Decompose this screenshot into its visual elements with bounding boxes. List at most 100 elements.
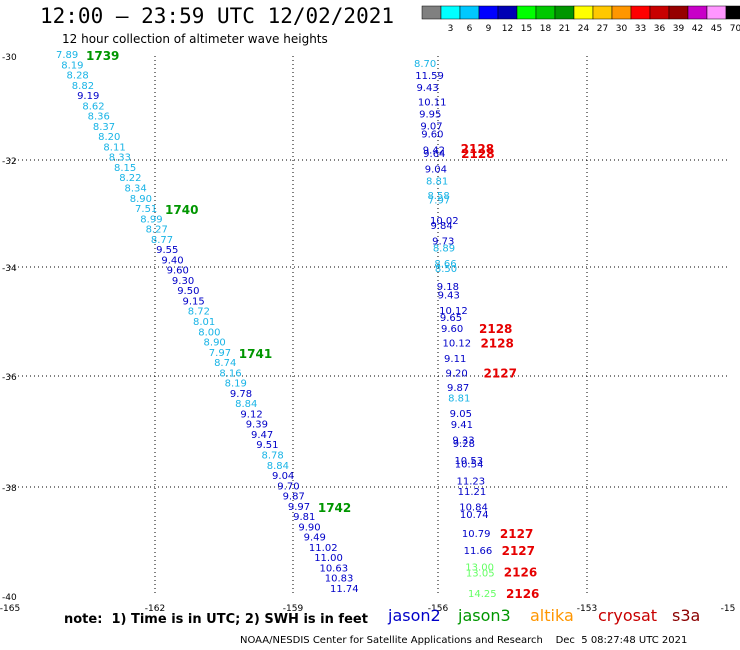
swh-reading: 8.77: [151, 235, 173, 246]
lon-label: -165: [0, 604, 20, 614]
swh-reading: 9.05: [450, 409, 472, 420]
swh-reading: 8.66: [434, 259, 456, 270]
swh-reading: 8.90: [204, 338, 226, 349]
colorbar-tick: 45: [711, 24, 722, 34]
swh-reading: 8.70: [414, 59, 436, 70]
swh-reading: 9.87: [447, 383, 469, 394]
swh-reading: 10.11: [418, 97, 447, 108]
swh-reading: 9.12: [240, 409, 262, 420]
swh-reading: 9.42: [423, 145, 445, 156]
lat-label: -40: [2, 593, 17, 603]
pass-number: 2126: [504, 565, 537, 579]
swh-reading: 9.78: [230, 389, 252, 400]
colorbar-swatch: [516, 5, 537, 20]
swh-reading: 9.15: [182, 296, 204, 307]
colorbar-swatch: [421, 5, 442, 20]
swh-reading: 8.19: [225, 379, 247, 390]
lon-label: -153: [577, 604, 597, 614]
swh-reading: 8.15: [114, 163, 136, 174]
legend-jason3: jason3: [458, 606, 511, 625]
colorbar-swatch: [554, 5, 575, 20]
swh-reading: 9.04: [425, 165, 447, 176]
swh-reading: 9.43: [416, 83, 438, 94]
swh-reading: 8.50: [435, 264, 457, 275]
swh-reading: 9.28: [453, 439, 475, 450]
swh-reading: 8.84: [267, 461, 289, 472]
map-subtitle: 12 hour collection of altimeter wave hei…: [62, 32, 328, 46]
pass-number: 2128: [461, 142, 494, 156]
swh-reading: 9.95: [419, 109, 441, 120]
swh-reading: 11.59: [415, 71, 444, 82]
satellite-tracks: 7.898.198.288.829.198.628.368.378.208.11…: [56, 49, 539, 601]
swh-reading: 9.60: [441, 324, 463, 335]
swh-reading: 11.21: [458, 487, 487, 498]
swh-reading: 9.87: [283, 492, 305, 503]
colorbar-tick: 33: [635, 24, 646, 34]
swh-reading: 8.89: [433, 244, 455, 255]
swh-reading: 9.51: [256, 440, 278, 451]
colorbar-swatch: [649, 5, 670, 20]
swh-reading: 10.63: [319, 563, 348, 574]
swh-reading: 13.05: [466, 569, 495, 580]
swh-reading: 9.50: [177, 286, 199, 297]
colorbar-tick: 21: [559, 24, 570, 34]
swh-reading: 9.19: [77, 91, 99, 102]
swh-reading: 8.84: [235, 399, 257, 410]
swh-reading: 8.36: [88, 112, 110, 123]
swh-reading: 10.12: [439, 306, 468, 317]
colorbar-tick: 36: [654, 24, 666, 34]
swh-reading: 8.34: [125, 184, 147, 195]
swh-reading: 9.47: [251, 430, 273, 441]
swh-reading: 8.37: [93, 122, 115, 133]
swh-reading: 9.81: [293, 512, 315, 523]
legend-s3a: s3a: [672, 606, 701, 625]
swh-reading: 10.54: [455, 459, 484, 470]
swh-reading: 8.58: [427, 191, 449, 202]
colorbar-swatch: [611, 5, 632, 20]
pass-number: 2128: [461, 147, 494, 161]
swh-reading: 8.72: [188, 307, 210, 318]
swh-reading: 9.73: [432, 236, 454, 247]
swh-reading: 8.78: [262, 451, 284, 462]
swh-reading: 8.01: [193, 317, 215, 328]
swh-reading: 9.65: [440, 313, 462, 324]
swh-reading: 9.20: [446, 368, 468, 379]
swh-reading: 8.81: [426, 177, 448, 188]
swh-reading: 11.66: [464, 546, 493, 557]
lat-label: -38: [2, 484, 17, 494]
lon-label: -162: [145, 604, 165, 614]
colorbar-tick: 15: [521, 24, 532, 34]
axis-labels: -30 -32 -34 -36 -38 -40-165 -162 -159 -156 -153 -1…: [0, 53, 735, 614]
swh-reading: 8.81: [448, 394, 470, 405]
pass-number: 2127: [484, 366, 517, 380]
pass-number: 2127: [502, 544, 535, 558]
swh-reading: 8.82: [72, 81, 94, 92]
swh-reading: 7.89: [56, 50, 78, 61]
swh-reading: 11.23: [457, 476, 486, 487]
swh-reading: 8.27: [146, 225, 168, 236]
colorbar-tick: 39: [673, 24, 685, 34]
swh-reading: 9.60: [421, 130, 443, 141]
swh-reading: 10.74: [460, 510, 489, 521]
colorbar-tick: 9: [486, 24, 492, 34]
pass-number: 1742: [318, 501, 351, 515]
swh-reading: 8.19: [61, 60, 83, 71]
map-title: 12:00 – 23:59 UTC 12/02/2021: [40, 4, 395, 28]
swh-reading: 9.41: [451, 420, 473, 431]
lon-label: -159: [283, 604, 304, 614]
lat-label: -30: [2, 53, 17, 63]
credit-text: NOAA/NESDIS Center for Satellite Applica…: [240, 635, 688, 646]
swh-reading: 10.02: [430, 216, 459, 227]
swh-reading: 9.39: [246, 420, 268, 431]
pass-number: 2126: [506, 587, 539, 601]
swh-reading: 7.97: [428, 196, 450, 207]
colorbar-swatch: [459, 5, 480, 20]
lat-label: -36: [2, 373, 17, 383]
swh-reading: 7.97: [209, 348, 231, 359]
swh-reading: 8.33: [109, 153, 131, 164]
swh-reading: 9.07: [420, 121, 442, 132]
lat-label: -32: [2, 157, 17, 167]
pass-number: 2127: [500, 527, 533, 541]
colorbar-swatch: [573, 5, 594, 20]
